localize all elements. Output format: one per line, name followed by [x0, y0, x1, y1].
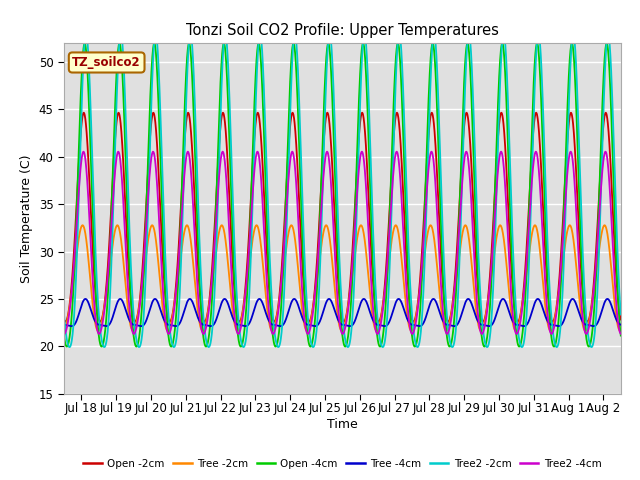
Tree2 -2cm	[617, 312, 625, 317]
Open -2cm	[60, 317, 68, 323]
Tree2 -4cm	[617, 331, 625, 336]
Tree2 -2cm	[274, 344, 282, 349]
Open -2cm	[157, 215, 164, 220]
Open -4cm	[606, 84, 614, 90]
Open -2cm	[219, 110, 227, 116]
Tree -4cm	[124, 312, 131, 318]
Tree2 -2cm	[157, 115, 164, 121]
Open -2cm	[298, 256, 306, 262]
Tree2 -4cm	[60, 331, 68, 336]
Tree2 -2cm	[606, 49, 614, 55]
Tree2 -4cm	[124, 277, 131, 283]
Tree -4cm	[274, 323, 282, 328]
Tree2 -4cm	[157, 245, 164, 251]
Open -4cm	[157, 166, 164, 171]
Tree -4cm	[157, 307, 164, 313]
Tree -4cm	[172, 323, 180, 329]
Legend: Open -2cm, Tree -2cm, Open -4cm, Tree -4cm, Tree2 -2cm, Tree2 -4cm: Open -2cm, Tree -2cm, Open -4cm, Tree -4…	[79, 455, 605, 473]
Line: Tree -4cm: Tree -4cm	[64, 299, 621, 326]
Tree2 -4cm	[269, 331, 277, 337]
Open -4cm	[298, 228, 306, 234]
Tree -2cm	[606, 254, 614, 260]
Open -2cm	[274, 306, 282, 312]
Tree2 -4cm	[546, 329, 554, 335]
Text: TZ_soilco2: TZ_soilco2	[72, 56, 141, 69]
Tree2 -4cm	[298, 283, 306, 289]
Y-axis label: Soil Temperature (C): Soil Temperature (C)	[20, 154, 33, 283]
Open -4cm	[290, 40, 298, 46]
Tree -2cm	[157, 284, 164, 290]
Tree -4cm	[606, 300, 614, 305]
Tree -4cm	[617, 322, 625, 327]
Tree -2cm	[617, 328, 625, 334]
Open -4cm	[274, 338, 282, 344]
Line: Tree -2cm: Tree -2cm	[64, 225, 621, 331]
Tree -4cm	[547, 322, 554, 327]
Tree2 -4cm	[567, 149, 575, 155]
Open -2cm	[617, 317, 625, 323]
Tree -2cm	[60, 328, 68, 334]
Open -4cm	[132, 344, 140, 349]
Open -2cm	[97, 319, 104, 324]
Tree2 -2cm	[413, 344, 421, 350]
Tree -4cm	[60, 322, 68, 327]
Open -4cm	[617, 333, 625, 338]
Tree2 -2cm	[500, 31, 508, 37]
X-axis label: Time: Time	[327, 418, 358, 431]
Line: Tree2 -4cm: Tree2 -4cm	[64, 152, 621, 334]
Open -2cm	[606, 155, 614, 161]
Tree -2cm	[164, 328, 172, 334]
Tree2 -2cm	[60, 312, 68, 317]
Tree2 -4cm	[274, 313, 282, 319]
Open -2cm	[547, 312, 554, 318]
Tree -2cm	[323, 222, 330, 228]
Tree -4cm	[291, 296, 298, 302]
Tree2 -2cm	[124, 169, 131, 175]
Line: Open -4cm: Open -4cm	[64, 43, 621, 347]
Line: Open -2cm: Open -2cm	[64, 113, 621, 322]
Line: Tree2 -2cm: Tree2 -2cm	[64, 34, 621, 347]
Title: Tonzi Soil CO2 Profile: Upper Temperatures: Tonzi Soil CO2 Profile: Upper Temperatur…	[186, 23, 499, 38]
Open -2cm	[124, 250, 132, 256]
Tree2 -2cm	[298, 173, 305, 179]
Tree -2cm	[124, 302, 131, 308]
Tree -4cm	[298, 314, 306, 320]
Tree -2cm	[547, 328, 554, 334]
Tree -2cm	[298, 305, 306, 311]
Tree2 -4cm	[606, 194, 614, 200]
Tree2 -2cm	[547, 298, 554, 303]
Tree -2cm	[274, 309, 282, 314]
Open -4cm	[60, 333, 68, 338]
Open -4cm	[547, 323, 554, 329]
Open -4cm	[124, 213, 131, 219]
